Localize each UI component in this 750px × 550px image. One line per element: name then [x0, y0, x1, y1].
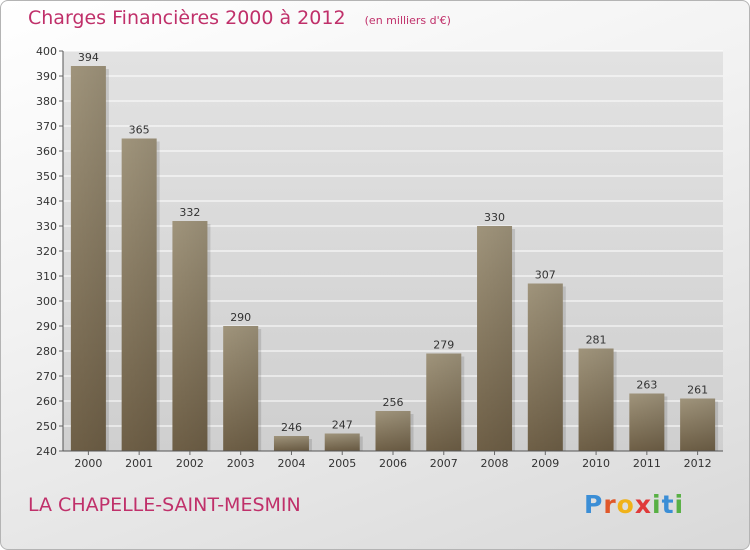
data-label: 261	[687, 384, 708, 397]
bar-shade	[324, 433, 360, 451]
y-tick-label: 280	[36, 345, 57, 358]
bar-shade	[172, 221, 208, 451]
data-label: 279	[433, 339, 454, 352]
x-tick-label: 2006	[379, 457, 407, 470]
y-tick-label: 320	[36, 245, 57, 258]
y-tick-label: 400	[36, 45, 57, 58]
x-tick-label: 2012	[684, 457, 712, 470]
y-tick-label: 300	[36, 295, 57, 308]
x-tick-label: 2011	[633, 457, 661, 470]
bar-shade	[629, 393, 665, 451]
title-row: Charges Financières 2000 à 2012 (en mill…	[28, 7, 451, 29]
y-tick-label: 390	[36, 70, 57, 83]
x-tick-label: 2009	[531, 457, 559, 470]
bars	[70, 66, 719, 451]
x-tick-label: 2010	[582, 457, 610, 470]
chart-subtitle: (en milliers d'€)	[364, 14, 451, 27]
data-label: 247	[332, 419, 353, 432]
y-tick-label: 330	[36, 220, 57, 233]
data-label: 290	[230, 311, 251, 324]
axes	[59, 50, 723, 455]
y-tick-label: 350	[36, 170, 57, 183]
y-tick-label: 370	[36, 120, 57, 133]
y-tick-label: 360	[36, 145, 57, 158]
bar-shade	[375, 411, 411, 451]
x-tick-label: 2004	[277, 457, 305, 470]
data-label: 256	[383, 396, 404, 409]
data-label: 394	[78, 51, 99, 64]
bar-shade	[121, 138, 157, 451]
data-label: 365	[129, 124, 150, 137]
chart-title: Charges Financières 2000 à 2012	[28, 7, 346, 29]
y-tick-label: 290	[36, 320, 57, 333]
bar-shade	[578, 348, 614, 451]
bar-shade	[223, 326, 259, 451]
y-tick-label: 380	[36, 95, 57, 108]
x-tick-label: 2001	[125, 457, 153, 470]
data-label: 307	[535, 269, 556, 282]
logo-letter: r	[603, 490, 617, 519]
x-tick-label: 2005	[328, 457, 356, 470]
labels: 240 250 260 270 280 290 300 310 320 330 340 350 360 3…	[36, 45, 712, 470]
x-tick-label: 2002	[176, 457, 204, 470]
bar-shade	[680, 398, 716, 451]
x-tick-label: 2000	[74, 457, 102, 470]
data-label: 332	[179, 206, 200, 219]
bar-shade	[70, 66, 106, 451]
logo-letter: i	[652, 490, 662, 519]
logo-letter: i	[674, 490, 685, 519]
x-tick-label: 2008	[481, 457, 509, 470]
logo-letter: o	[616, 490, 635, 519]
city-name: LA CHAPELLE-SAINT-MESMIN	[28, 494, 301, 516]
x-tick-label: 2007	[430, 457, 458, 470]
bar-shade	[527, 283, 563, 451]
logo-letter: t	[661, 490, 675, 519]
logo-letter: x	[634, 490, 652, 519]
y-tick-label: 240	[36, 445, 57, 458]
bar-shade	[273, 436, 309, 451]
y-tick-label: 250	[36, 420, 57, 433]
y-tick-label: 260	[36, 395, 57, 408]
x-tick-label: 2003	[227, 457, 255, 470]
y-tick-label: 310	[36, 270, 57, 283]
y-tick-label: 270	[36, 370, 57, 383]
data-label: 281	[586, 334, 607, 347]
data-label: 330	[484, 211, 505, 224]
bar-shade	[426, 353, 462, 451]
logo-letter: P	[584, 490, 604, 519]
data-label: 263	[636, 379, 657, 392]
y-tick-label: 340	[36, 195, 57, 208]
bar-shade	[477, 226, 513, 451]
proxiti-logo[interactable]: Proxiti	[584, 490, 684, 519]
data-label: 246	[281, 421, 302, 434]
